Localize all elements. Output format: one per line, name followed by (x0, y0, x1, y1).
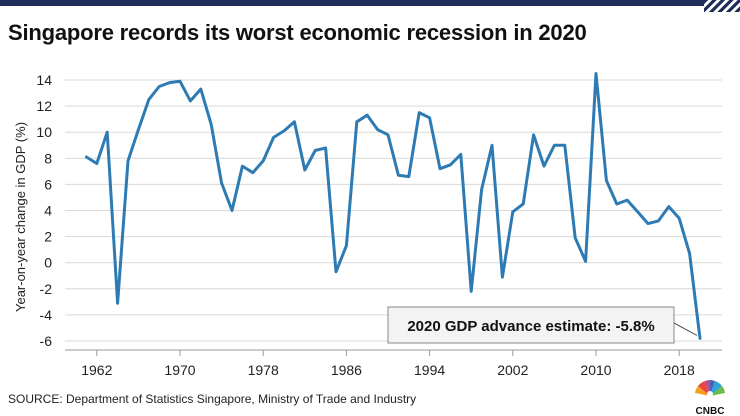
cnbc-peacock-logo-icon: CNBC (695, 380, 725, 416)
y-axis-label: Year-on-year change in GDP (%) (13, 122, 28, 312)
y-tick-label: -6 (40, 333, 53, 349)
source-note: SOURCE: Department of Statistics Singapo… (8, 392, 417, 406)
x-tick-label: 1970 (164, 362, 195, 378)
y-tick-label: 14 (36, 72, 52, 88)
x-tick-label: 1994 (414, 362, 445, 378)
chart-title: Singapore records its worst economic rec… (8, 20, 587, 45)
annotation-leader-line (673, 322, 698, 336)
annotation-box (387, 306, 675, 344)
x-tick-label: 2010 (580, 362, 611, 378)
y-tick-label: 8 (44, 150, 52, 166)
gdp-line-chart: -6 -4 -2 0 2 4 6 8 10 12 14 1962 1970 1978 1986 1994 200… (13, 72, 722, 378)
top-diagonal-stripes (704, 0, 740, 12)
y-tick-label: 2 (44, 229, 52, 245)
series-line-gdp-growth (84, 72, 702, 340)
y-tick-label: 4 (44, 203, 52, 219)
y-tick-label: 6 (44, 176, 52, 192)
y-tick-label: 12 (36, 98, 52, 114)
y-tick-label: 0 (44, 255, 52, 271)
top-navy-stripe (0, 0, 704, 6)
y-tick-label: -2 (40, 281, 53, 297)
x-tick-label: 1986 (331, 362, 362, 378)
y-tick-label: -4 (40, 307, 53, 323)
x-tick-label: 1962 (81, 362, 112, 378)
cnbc-logo-text: CNBC (696, 406, 725, 416)
annotation-text: 2020 GDP advance estimate: -5.8% (407, 318, 654, 335)
y-tick-label: 10 (36, 124, 52, 140)
x-tick-label: 2018 (664, 362, 695, 378)
x-tick-label: 2002 (497, 362, 528, 378)
x-tick-label: 1978 (248, 362, 279, 378)
top-accent-bar (0, 0, 740, 12)
